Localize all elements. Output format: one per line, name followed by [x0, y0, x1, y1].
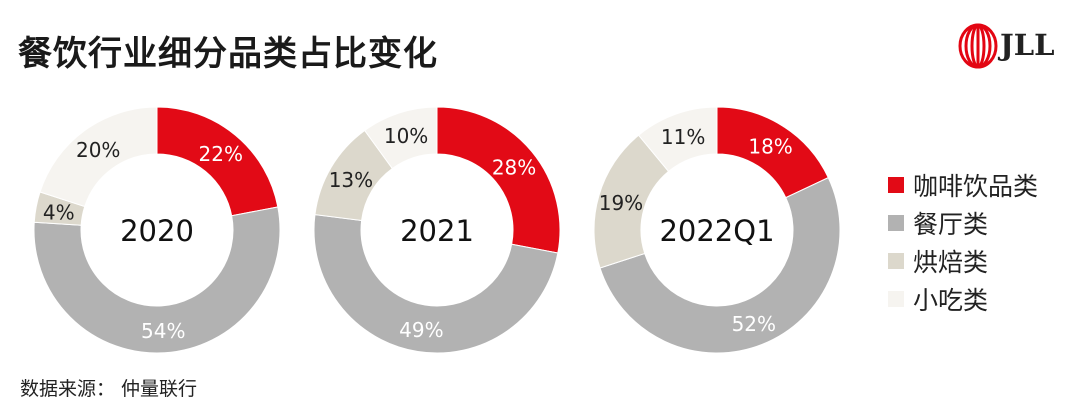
legend-swatch [888, 215, 904, 231]
donut-slice [39, 106, 158, 208]
legend-item: 咖啡饮品类 [888, 166, 1038, 204]
legend-item: 餐厅类 [888, 204, 1038, 242]
legend-label: 咖啡饮品类 [913, 172, 1039, 201]
slice-label: 10% [384, 124, 428, 148]
slice-label: 11% [661, 125, 705, 149]
legend-label: 餐厅类 [913, 210, 989, 239]
donut-center-label: 2021 [400, 214, 474, 248]
slice-label: 4% [43, 200, 75, 224]
legend-swatch [888, 253, 904, 269]
donut-center-label: 2022Q1 [659, 214, 774, 248]
legend-label: 烘焙类 [913, 248, 989, 277]
slice-label: 52% [732, 312, 776, 336]
slice-label: 20% [76, 138, 120, 162]
donut-slice [637, 106, 718, 173]
logo-text: JLL [1000, 28, 1055, 62]
slice-label: 19% [599, 191, 643, 215]
donut-slice [364, 106, 438, 170]
donut-slice [599, 176, 841, 354]
data-source-note: 数据来源： 仲量联行 [20, 378, 198, 400]
slice-label: 49% [399, 318, 443, 342]
slice-label: 54% [141, 319, 185, 343]
slice-label: 28% [492, 155, 536, 179]
donut-slice [33, 206, 281, 354]
slice-label: 18% [748, 135, 792, 159]
donut-slice [313, 214, 559, 354]
legend-item: 小吃类 [888, 280, 1038, 318]
slice-label: 13% [329, 168, 373, 192]
legend-label: 小吃类 [913, 286, 989, 315]
chart-title: 餐饮行业细分品类占比变化 [18, 34, 438, 74]
legend-swatch [888, 291, 904, 307]
jll-logo: JLL [958, 22, 1058, 70]
donut-center-label: 2020 [120, 214, 194, 248]
jll-logo-icon [958, 23, 998, 69]
legend-swatch [888, 177, 904, 193]
legend-item: 烘焙类 [888, 242, 1038, 280]
legend: 咖啡饮品类 餐厅类 烘焙类 小吃类 [888, 166, 1038, 318]
donut-slice [436, 106, 561, 254]
slice-label: 22% [199, 142, 243, 166]
